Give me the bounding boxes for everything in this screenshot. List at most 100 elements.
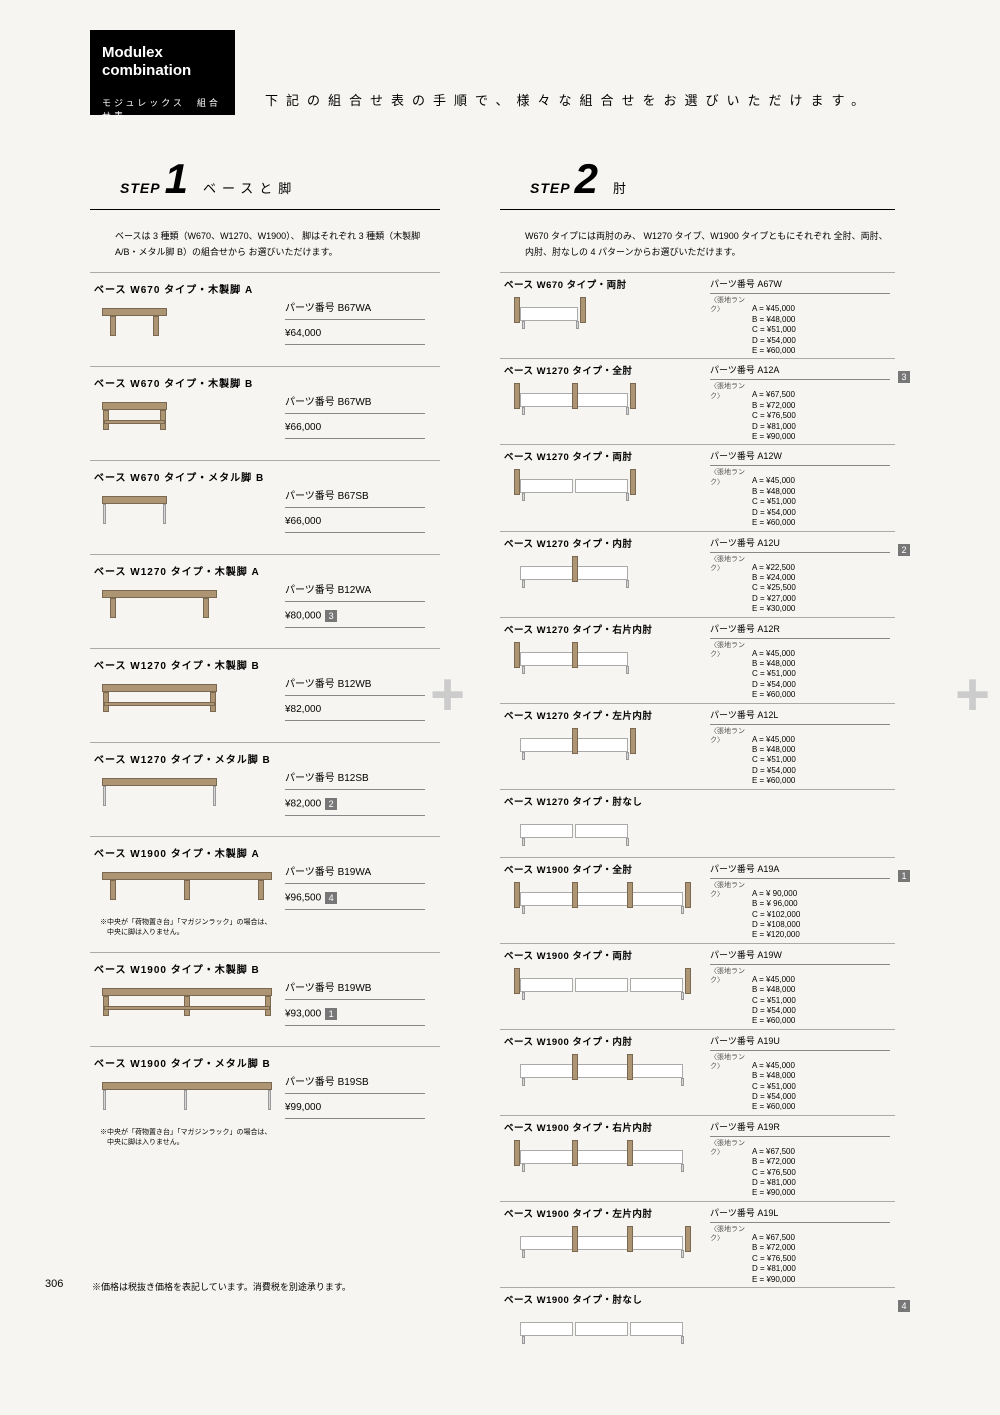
step-title: ベースと脚 bbox=[203, 178, 297, 197]
step2-item: 4ベース W1900 タイプ・肘なし bbox=[500, 1287, 895, 1355]
item-price: ¥82,000 bbox=[285, 704, 425, 721]
part-number: パーツ番号 A12W bbox=[710, 449, 890, 466]
part-number: パーツ番号 A19W bbox=[710, 948, 890, 965]
price-line: B = ¥48,000 bbox=[710, 315, 890, 325]
step1-item: ベース W1900 タイプ・メタル脚 B※中央が「荷物置き台」「マガジンラック」… bbox=[90, 1046, 440, 1162]
step1-heading: STEP 1 ベースと脚 bbox=[90, 155, 440, 210]
item-label: ベース W1270 タイプ・全肘 bbox=[500, 363, 710, 377]
price-line: C = ¥76,500 bbox=[710, 411, 890, 421]
rank-label: 〈張地ランク〉 bbox=[710, 1225, 752, 1243]
price-line: B = ¥48,000 bbox=[710, 1071, 890, 1081]
price-line: D = ¥54,000 bbox=[710, 1006, 890, 1016]
step-num: 1 bbox=[165, 155, 188, 203]
step2-item: ベース W1270 タイプ・左片内肘パーツ番号 A12L〈張地ランク〉A = ¥… bbox=[500, 703, 895, 789]
item-label: ベース W1900 タイプ・両肘 bbox=[500, 948, 710, 962]
reference-badge: 4 bbox=[325, 892, 337, 904]
price-line: E = ¥30,000 bbox=[710, 604, 890, 614]
step-word: STEP bbox=[120, 180, 161, 196]
price-line: D = ¥54,000 bbox=[710, 766, 890, 776]
header-en1: Modulex bbox=[102, 44, 223, 62]
price-line: E = ¥60,000 bbox=[710, 518, 890, 528]
step2-item: ベース W1900 タイプ・両肘パーツ番号 A19W 〈張地ランク〉A = ¥45… bbox=[500, 943, 895, 1029]
step1-item: ベース W1900 タイプ・木製脚 Bパーツ番号 B19WB¥93,0001 bbox=[90, 952, 440, 1046]
price-line: E = ¥60,000 bbox=[710, 1016, 890, 1026]
rank-label: 〈張地ランク〉 bbox=[710, 881, 752, 899]
step2-item: ベース W1270 タイプ・両肘パーツ番号 A12W 〈張地ランク〉A = ¥45… bbox=[500, 444, 895, 530]
price-line: E = ¥90,000 bbox=[710, 1275, 890, 1285]
part-number: パーツ番号 B12SB bbox=[285, 769, 425, 790]
item-label: ベース W1270 タイプ・両肘 bbox=[500, 449, 710, 463]
price-line: B = ¥ 96,000 bbox=[710, 899, 890, 909]
step-word: STEP bbox=[530, 180, 571, 196]
item-label: ベース W670 タイプ・木製脚 A bbox=[90, 281, 285, 296]
step2-item: ベース W1900 タイプ・左片内肘パーツ番号 A19L〈張地ランク〉A = ¥… bbox=[500, 1201, 895, 1287]
price-line: E = ¥60,000 bbox=[710, 776, 890, 786]
price-line: 〈張地ランク〉A = ¥45,000 bbox=[710, 468, 890, 486]
part-number: パーツ番号 A12U bbox=[710, 536, 890, 553]
part-number: パーツ番号 A12R bbox=[710, 622, 890, 639]
step2-column: STEP 2 肘 W670 タイプには両肘のみ、 W1270 タイプ、W1900… bbox=[500, 155, 895, 1355]
item-label: ベース W1270 タイプ・右片内肘 bbox=[500, 622, 710, 636]
item-label: ベース W670 タイプ・メタル脚 B bbox=[90, 469, 285, 484]
price-line: B = ¥72,000 bbox=[710, 1243, 890, 1253]
reference-badge: 3 bbox=[325, 610, 337, 622]
rank-label: 〈張地ランク〉 bbox=[710, 555, 752, 573]
price-line: B = ¥48,000 bbox=[710, 487, 890, 497]
price-line: E = ¥120,000 bbox=[710, 930, 890, 940]
step1-item: ベース W670 タイプ・メタル脚 Bパーツ番号 B67SB¥66,000 bbox=[90, 460, 440, 554]
item-label: ベース W1900 タイプ・右片内肘 bbox=[500, 1120, 710, 1134]
price-line: 〈張地ランク〉A = ¥45,000 bbox=[710, 727, 890, 745]
part-number: パーツ番号 B67SB bbox=[285, 487, 425, 508]
price-line: B = ¥48,000 bbox=[710, 659, 890, 669]
reference-badge: 1 bbox=[898, 870, 910, 882]
step2-heading: STEP 2 肘 bbox=[500, 155, 895, 210]
price-line: 〈張地ランク〉A = ¥45,000 bbox=[710, 641, 890, 659]
rank-label: 〈張地ランク〉 bbox=[710, 1053, 752, 1071]
item-label: ベース W1270 タイプ・内肘 bbox=[500, 536, 710, 550]
header-box: Modulex combination モジュレックス 組合せ表 bbox=[90, 30, 235, 115]
price-line: D = ¥54,000 bbox=[710, 1092, 890, 1102]
rank-label: 〈張地ランク〉 bbox=[710, 382, 752, 400]
step2-item: ベース W1900 タイプ・内肘パーツ番号 A19U〈張地ランク〉A = ¥45… bbox=[500, 1029, 895, 1115]
price-line: 〈張地ランク〉A = ¥ 90,000 bbox=[710, 881, 890, 899]
price-line: D = ¥81,000 bbox=[710, 1178, 890, 1188]
price-line: C = ¥51,000 bbox=[710, 755, 890, 765]
part-number: パーツ番号 B12WA bbox=[285, 581, 425, 602]
part-number: パーツ番号 B12WB bbox=[285, 675, 425, 696]
price-line: E = ¥60,000 bbox=[710, 690, 890, 700]
price-line: D = ¥81,000 bbox=[710, 1264, 890, 1274]
price-line: 〈張地ランク〉A = ¥45,000 bbox=[710, 296, 890, 314]
price-line: E = ¥60,000 bbox=[710, 346, 890, 356]
step1-item: ベース W1270 タイプ・木製脚 Bパーツ番号 B12WB ¥82,000 bbox=[90, 648, 440, 742]
rank-label: 〈張地ランク〉 bbox=[710, 727, 752, 745]
rank-label: 〈張地ランク〉 bbox=[710, 468, 752, 486]
step2-desc: W670 タイプには両肘のみ、 W1270 タイプ、W1900 タイプともにそれ… bbox=[500, 220, 895, 272]
item-price: ¥96,5004 bbox=[285, 892, 425, 910]
step2-item: ベース W1900 タイプ・右片内肘パーツ番号 A19R〈張地ランク〉A = ¥… bbox=[500, 1115, 895, 1201]
reference-badge: 1 bbox=[325, 1008, 337, 1020]
rank-label: 〈張地ランク〉 bbox=[710, 641, 752, 659]
intro-text: 下記の組合せ表の手順で、様々な組合せをお選びいただけます。 bbox=[265, 90, 872, 109]
price-line: D = ¥27,000 bbox=[710, 594, 890, 604]
page-note: ※価格は税抜き価格を表記しています。消費税を別途承ります。 bbox=[92, 1280, 351, 1293]
item-label: ベース W1270 タイプ・木製脚 B bbox=[90, 657, 285, 672]
item-label: ベース W1900 タイプ・左片内肘 bbox=[500, 1206, 710, 1220]
price-line: C = ¥76,500 bbox=[710, 1168, 890, 1178]
step1-item: ベース W670 タイプ・木製脚 Bパーツ番号 B67WB¥66,000 bbox=[90, 366, 440, 460]
item-note: ※中央が「荷物置き台」「マガジンラック」の場合は、 中央に脚は入りません。 bbox=[90, 1128, 285, 1148]
item-label: ベース W1900 タイプ・全肘 bbox=[500, 862, 710, 876]
header-jp: モジュレックス 組合せ表 bbox=[102, 96, 223, 122]
price-line: 〈張地ランク〉A = ¥45,000 bbox=[710, 967, 890, 985]
reference-badge: 2 bbox=[898, 544, 910, 556]
part-number: パーツ番号 B19SB bbox=[285, 1073, 425, 1094]
price-line: 〈張地ランク〉A = ¥67,500 bbox=[710, 1225, 890, 1243]
price-line: B = ¥24,000 bbox=[710, 573, 890, 583]
reference-badge: 2 bbox=[325, 798, 337, 810]
price-line: E = ¥60,000 bbox=[710, 1102, 890, 1112]
item-price: ¥66,000 bbox=[285, 422, 425, 439]
step1-desc: ベースは 3 種類（W670、W1270、W1900）、 脚はそれぞれ 3 種類… bbox=[90, 220, 440, 272]
price-line: B = ¥48,000 bbox=[710, 985, 890, 995]
step1-item: ベース W1270 タイプ・木製脚 Aパーツ番号 B12WA¥80,0003 bbox=[90, 554, 440, 648]
step2-item: ベース W1270 タイプ・肘なし bbox=[500, 789, 895, 857]
reference-badge: 4 bbox=[898, 1300, 910, 1312]
